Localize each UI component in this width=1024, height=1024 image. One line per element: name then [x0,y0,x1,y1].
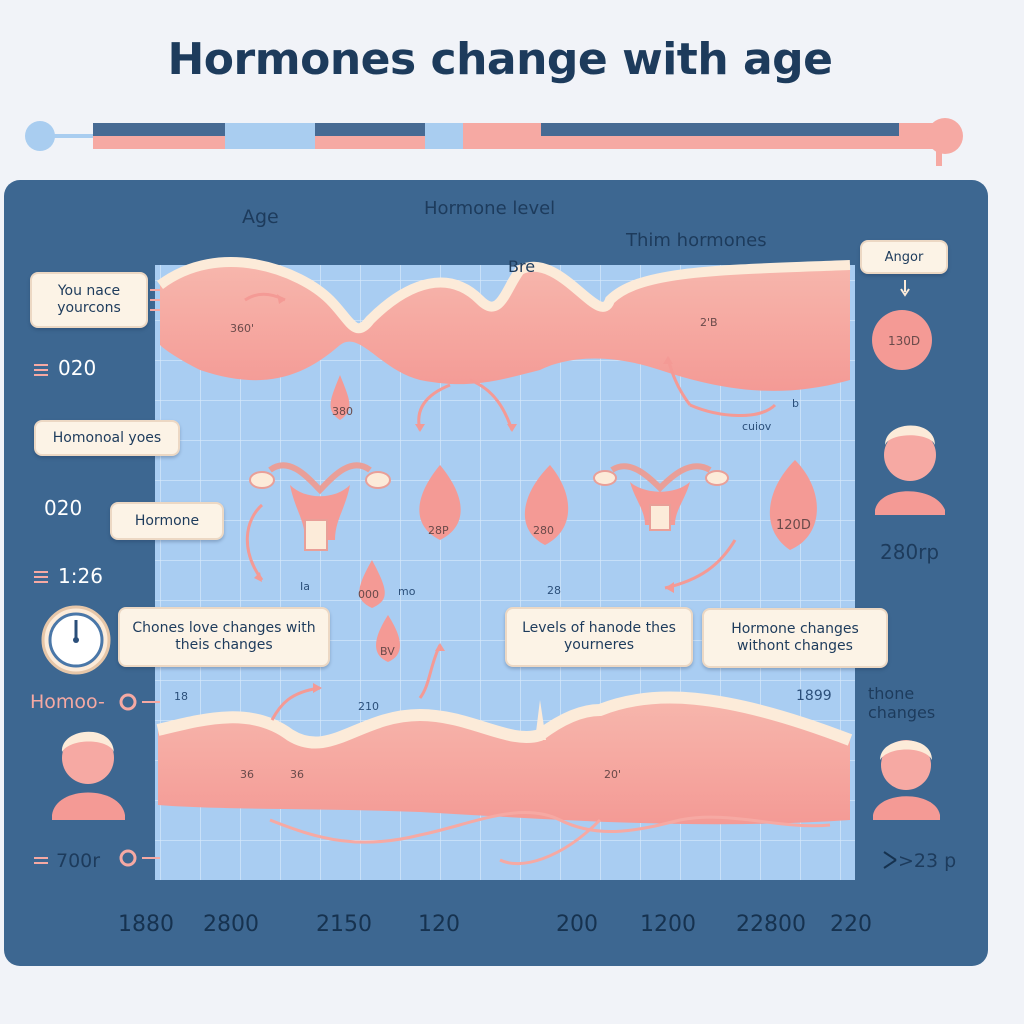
arrow-heads [254,294,674,693]
bottom-tick-3: 2150 [316,912,372,937]
uterus-icon-left [249,462,391,551]
right-bottom-label: >23 p [898,850,957,872]
avatar-right-bottom [873,740,940,820]
right-value-label: 280rp [880,540,940,564]
page-title: Hormones change with age [167,34,833,85]
marker-label-7: BV [380,645,395,658]
callout-chones-love: Chones love changes with theis changes [118,607,330,667]
marker-label-small3: mo [398,585,416,598]
callout-homonoal-yoes: Homonoal yoes [34,420,180,456]
avatar-left-bottom [52,731,125,820]
marker-label-small7: 1899 [796,688,832,704]
drop-marker-1 [330,375,350,420]
marker-label-small5: 18 [174,690,188,703]
callout-angor: Angor [860,240,948,274]
bottom-tick-1: 1880 [118,912,174,937]
marker-label-4: 280 [533,524,554,537]
marker-label-small2: Ia [300,580,310,593]
bottom-tick-5: 200 [556,912,598,937]
drop-marker-2 [419,465,461,540]
thim-hormones-label: Thim hormones [626,230,767,251]
bottom-tick-7: 22800 [736,912,806,937]
bre-label: Bre [508,257,536,276]
bottom-loop-line [269,811,831,844]
hormone-level-label: Hormone level [424,198,556,219]
callout-hormone-changes: Hormone changes withont changes [702,608,888,668]
left-tick-1: 020 [58,356,97,380]
marker-label-b: b [792,397,799,410]
circle-marker [872,310,932,370]
homoo-marker [119,693,137,711]
callout-levels-of-hanode: Levels of hanode thes yourneres [505,607,693,667]
left-tick-3: 1:26 [58,564,103,588]
uterus-icon-right [593,463,729,531]
age-label: Age [242,206,279,228]
marker-label-3: 28P [428,524,449,537]
clock-icon [41,605,111,675]
bottom-tick-4: 120 [418,912,460,937]
marker-label-small9: 36 [290,768,304,781]
callout-hormone: Hormone [110,502,224,540]
circle-marker-label: 130D [888,334,921,348]
top-hormone-wave [160,262,850,391]
homoo-label: Homoo- [30,691,105,713]
bottom-wave-highlight [156,691,853,749]
bottom-hormone-wave [158,697,850,825]
bottom-tick-8: 220 [830,912,872,937]
callout-you-nace: You nace yourcons [30,272,148,328]
marker-label-5: 120D [776,518,811,533]
top-wave-highlight [157,257,851,334]
marker-label-1: 360' [230,322,255,335]
marker-label-small1: 2'B [700,316,718,329]
bottom-tick-6: 1200 [640,912,696,937]
marker-label-small10: 20' [604,768,622,781]
marker-label-6: 000 [358,588,379,601]
marker-label-small8: 36 [240,768,254,781]
avatar-right-top [875,425,945,515]
drop-marker-5 [359,560,385,608]
marker-label-small6: 210 [358,700,379,713]
age-marker [119,849,137,867]
marker-label-2: 380 [332,405,353,418]
marker-label-small4: 28 [547,584,561,597]
left-tick-2: 020 [44,496,83,520]
thone-changes-label: thone changes [868,684,936,722]
drop-marker-6 [376,615,400,662]
timeline-bar [25,118,963,166]
bottom-tick-2: 2800 [203,912,259,937]
drop-marker-3 [524,465,569,545]
drop-marker-4 [769,460,817,550]
marker-label-cuiov: cuiov [742,420,772,433]
left-bottom-label: 700r [56,850,101,872]
